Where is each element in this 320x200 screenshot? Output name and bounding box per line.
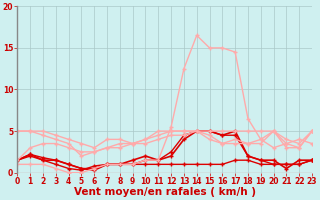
X-axis label: Vent moyen/en rafales ( km/h ): Vent moyen/en rafales ( km/h ) [74,187,256,197]
